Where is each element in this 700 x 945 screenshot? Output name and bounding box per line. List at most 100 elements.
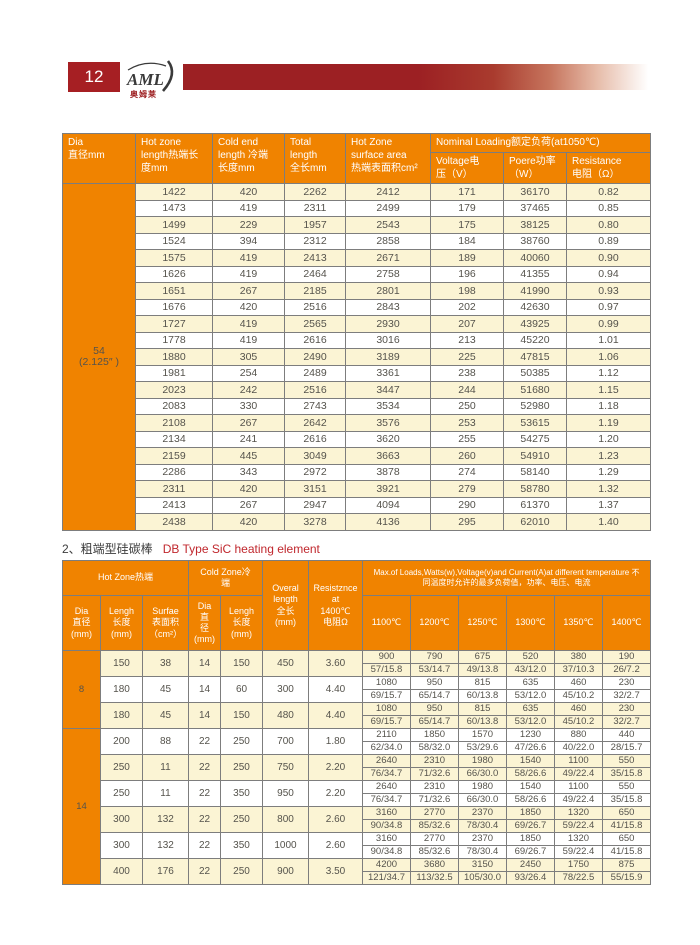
table1-cell: 2286 [135,463,213,481]
table2-load-watts-cell: 1540 [506,754,555,768]
table2-left-cell: 11 [142,754,189,781]
table1-cell: 419 [212,265,285,283]
table2-left-cell: 300 [100,806,143,833]
table1-cell: 1.12 [565,364,652,382]
table2-volt-amp-cell: 78/30.4 [458,819,507,833]
table2-volt-amp-cell: 69/15.7 [362,689,411,703]
table-row: 1981 254 2489 3361 238 50385 1.12 [63,364,652,382]
table2-load-watts-cell: 550 [601,754,652,768]
table2-left-cell: 2.60 [308,832,363,859]
table2-dia-cell: 8 [62,650,101,729]
table-row: 300 132 22 350 1000 2.60 3160 2770 2370 1850 1320 6… [63,832,652,859]
table1-cell: 419 [212,315,285,333]
table1-cell: 419 [212,331,285,349]
table2-load-watts-cell: 1080 [362,702,411,716]
table2-load-watts-cell: 2370 [458,832,507,846]
table2-left-cell: 2.20 [308,754,363,781]
table2-load-watts-cell: 1750 [554,858,603,872]
table-row: 250 11 22 350 950 2.20 2640 2310 1980 1540 1100 550 [63,780,652,807]
table1-cell: 189 [430,249,504,267]
table1-cell: 4094 [345,496,431,514]
sic-element-table-1: Dia 直径mm Hot zone length热端长 度mm Cold end… [62,133,652,531]
table2-load-watts-cell: 635 [506,702,555,716]
table2-volt-amp-cell: 113/32.5 [410,871,459,885]
table2-left-cell: 150 [220,702,263,729]
table2-volt-amp-cell: 65/14.7 [410,715,459,729]
col-temp-1400: 1400℃ [601,595,652,651]
table1-cell: 244 [430,381,504,399]
sic-element-table-2: Hot Zone热端 Cold Zone冷 端 Overal length 全长… [62,560,652,885]
table1-cell: 50385 [503,364,567,382]
table2-volt-amp-cell: 55/15.9 [601,871,652,885]
table2-load-watts-cell: 1080 [362,676,411,690]
table-row: 2286 343 2972 3878 274 58140 1.29 [63,463,652,481]
table1-cell: 41355 [503,265,567,283]
table2-volt-amp-cell: 53/12.0 [506,689,555,703]
table2-load-watts-cell: 950 [410,676,459,690]
table1-cell: 1.19 [565,414,652,432]
table2-volt-amp-cell: 41/15.8 [601,819,652,833]
table2-body: 8 150 38 14 150 450 3.60 900 790 675 520 380 190 57/1… [62,650,652,885]
col-total-length: Total length 全长mm [284,133,346,184]
table2-left-cell: 300 [262,676,309,703]
table1-cell: 3534 [345,397,431,415]
table2-volt-amp-cell: 37/10.3 [554,663,603,677]
table2-volt-amp-cell: 45/10.2 [554,689,603,703]
table1-cell: 1778 [135,331,213,349]
table2-volt-amp-cell: 47/26.6 [506,741,555,755]
table1-cell: 1626 [135,265,213,283]
table2-volt-amp-cell: 35/15.8 [601,767,652,781]
table2-load-watts-cell: 1570 [458,728,507,742]
table2-load-watts-cell: 1850 [410,728,459,742]
table2-volt-amp-cell: 49/22.4 [554,767,603,781]
table2-volt-amp-cell: 59/22.4 [554,819,603,833]
table2-load-watts-cell: 1850 [506,806,555,820]
table1-cell: 2023 [135,381,213,399]
table2-left-cell: 250 [220,858,263,885]
table1-cell: 3189 [345,348,431,366]
table1-cell: 242 [212,381,285,399]
table2-load-watts-cell: 1850 [506,832,555,846]
table2-left-cell: 300 [100,832,143,859]
col-power: Poere功率 （W） [503,152,567,184]
logo-text: AML [126,70,164,89]
table2-load-watts-cell: 2770 [410,806,459,820]
table2-volt-amp-cell: 26/7.2 [601,663,652,677]
table2-volt-amp-cell: 60/13.8 [458,715,507,729]
table2-load-watts-cell: 1100 [554,780,603,794]
table2-load-watts-cell: 635 [506,676,555,690]
table1-cell: 3620 [345,430,431,448]
table1-cell: 241 [212,430,285,448]
table2-load-watts-cell: 460 [554,702,603,716]
table1-cell: 3361 [345,364,431,382]
table2-load-watts-cell: 2770 [410,832,459,846]
table2-volt-amp-cell: 78/22.5 [554,871,603,885]
table1-cell: 2516 [284,298,346,316]
table2-volt-amp-cell: 32/2.7 [601,715,652,729]
col-resistance: Resistance 电阻（Ω） [565,152,652,184]
table2-volt-amp-cell: 41/15.8 [601,845,652,859]
table1-cell: 250 [430,397,504,415]
table-row: 1626 419 2464 2758 196 41355 0.94 [63,265,652,283]
table1-cell: 1.06 [565,348,652,366]
table1-body: 54 (2.125″ ) 1422 420 2262 2412 171 36170 0.82 1… [62,183,652,531]
table1-cell: 2464 [284,265,346,283]
table2-left-cell: 22 [188,728,221,755]
table2-header: Hot Zone热端 Cold Zone冷 端 Overal length 全长… [62,560,652,651]
table2-volt-amp-cell: 76/34.7 [362,767,411,781]
table1-cell: 175 [430,216,504,234]
table2-left-cell: 3.60 [308,650,363,677]
table-row: 400 176 22 250 900 3.50 4200 3680 3150 2450 1750 87… [63,858,652,885]
table2-dia-cell: 14 [62,728,101,885]
table2-left-cell: 38 [142,650,189,677]
table-row: 76/34.7 71/32.6 66/30.0 58/26.6 49/22.4 35/15… [63,767,652,781]
table1-cell: 2489 [284,364,346,382]
table2-volt-amp-cell: 62/34.0 [362,741,411,755]
table1-cell: 38125 [503,216,567,234]
col-temp-1350: 1350℃ [554,595,603,651]
table2-left-cell: 350 [220,780,263,807]
table2-volt-amp-cell: 90/34.8 [362,819,411,833]
table1-cell: 305 [212,348,285,366]
table2-load-watts-cell: 3160 [362,832,411,846]
table2-load-watts-cell: 3680 [410,858,459,872]
